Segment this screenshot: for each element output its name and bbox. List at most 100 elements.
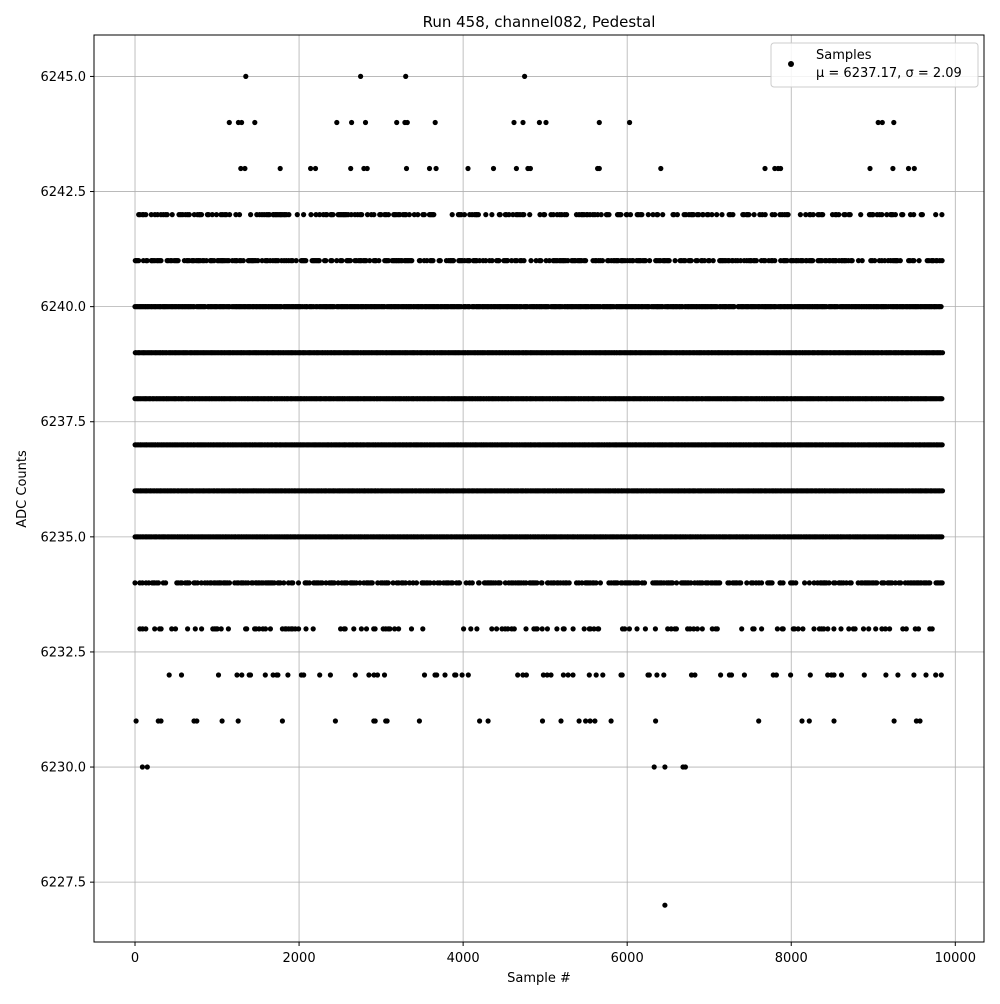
data-point xyxy=(596,626,601,631)
data-point xyxy=(744,580,749,585)
data-point xyxy=(328,672,333,677)
data-point xyxy=(521,258,526,263)
data-point xyxy=(290,580,295,585)
data-point xyxy=(278,166,283,171)
data-point xyxy=(940,580,945,585)
data-point xyxy=(562,626,567,631)
data-point xyxy=(866,626,871,631)
data-point xyxy=(674,580,679,585)
data-point xyxy=(373,626,378,631)
data-point xyxy=(561,672,566,677)
data-point xyxy=(674,626,679,631)
data-point xyxy=(489,626,494,631)
data-point xyxy=(711,258,716,263)
data-point xyxy=(140,764,145,769)
data-point xyxy=(490,258,495,263)
data-point xyxy=(788,672,793,677)
data-point xyxy=(163,580,168,585)
data-point xyxy=(695,626,700,631)
data-point xyxy=(176,258,181,263)
data-point xyxy=(385,718,390,723)
data-point xyxy=(583,718,588,723)
data-point xyxy=(567,580,572,585)
data-point xyxy=(718,672,723,677)
data-point xyxy=(234,672,239,677)
data-point xyxy=(583,258,588,263)
data-point xyxy=(333,718,338,723)
data-point xyxy=(600,672,605,677)
data-point xyxy=(662,764,667,769)
data-point xyxy=(850,258,855,263)
data-point xyxy=(775,626,780,631)
data-point xyxy=(598,580,603,585)
data-point xyxy=(539,580,544,585)
data-point xyxy=(570,672,575,677)
data-point xyxy=(862,672,867,677)
data-point xyxy=(498,580,503,585)
data-point xyxy=(796,626,801,631)
data-point xyxy=(364,626,369,631)
data-point xyxy=(313,166,318,171)
data-point xyxy=(376,258,381,263)
data-point xyxy=(802,580,807,585)
data-point xyxy=(386,580,391,585)
data-point xyxy=(453,672,458,677)
data-point xyxy=(535,626,540,631)
data-point xyxy=(477,718,482,723)
data-point xyxy=(825,626,830,631)
data-point xyxy=(528,258,533,263)
data-point xyxy=(132,580,137,585)
data-point xyxy=(838,626,843,631)
data-point xyxy=(839,672,844,677)
data-point xyxy=(434,166,439,171)
data-point xyxy=(867,166,872,171)
data-point xyxy=(185,626,190,631)
data-point xyxy=(409,258,414,263)
data-point xyxy=(627,626,632,631)
data-point xyxy=(700,626,705,631)
data-point xyxy=(387,626,392,631)
data-point xyxy=(781,580,786,585)
data-point xyxy=(528,166,533,171)
data-point xyxy=(520,120,525,125)
data-point xyxy=(653,626,658,631)
data-point xyxy=(199,626,204,631)
data-point xyxy=(939,396,944,401)
data-point xyxy=(248,212,253,217)
data-point xyxy=(658,166,663,171)
data-point xyxy=(917,718,922,723)
data-point xyxy=(375,672,380,677)
data-point xyxy=(831,672,836,677)
data-point xyxy=(145,764,150,769)
data-point xyxy=(594,672,599,677)
data-point xyxy=(348,166,353,171)
data-point xyxy=(143,212,148,217)
chart-title: Run 458, channel082, Pedestal xyxy=(423,13,656,31)
data-point xyxy=(524,672,529,677)
data-point xyxy=(873,626,878,631)
data-point xyxy=(187,580,192,585)
data-point xyxy=(558,718,563,723)
data-point xyxy=(939,304,944,309)
data-point xyxy=(236,718,241,723)
data-point xyxy=(370,580,375,585)
data-point xyxy=(301,672,306,677)
data-point xyxy=(634,626,639,631)
data-point xyxy=(494,626,499,631)
data-point xyxy=(358,74,363,79)
x-axis-label: Sample # xyxy=(507,971,571,986)
data-point xyxy=(781,626,786,631)
data-point xyxy=(281,580,286,585)
data-point xyxy=(477,580,482,585)
data-point xyxy=(134,718,139,723)
data-point xyxy=(770,580,775,585)
data-point xyxy=(403,74,408,79)
data-point xyxy=(883,672,888,677)
data-point xyxy=(252,120,257,125)
data-point xyxy=(940,350,945,355)
data-point xyxy=(465,166,470,171)
data-point xyxy=(588,718,593,723)
data-point xyxy=(587,672,592,677)
data-point xyxy=(762,166,767,171)
